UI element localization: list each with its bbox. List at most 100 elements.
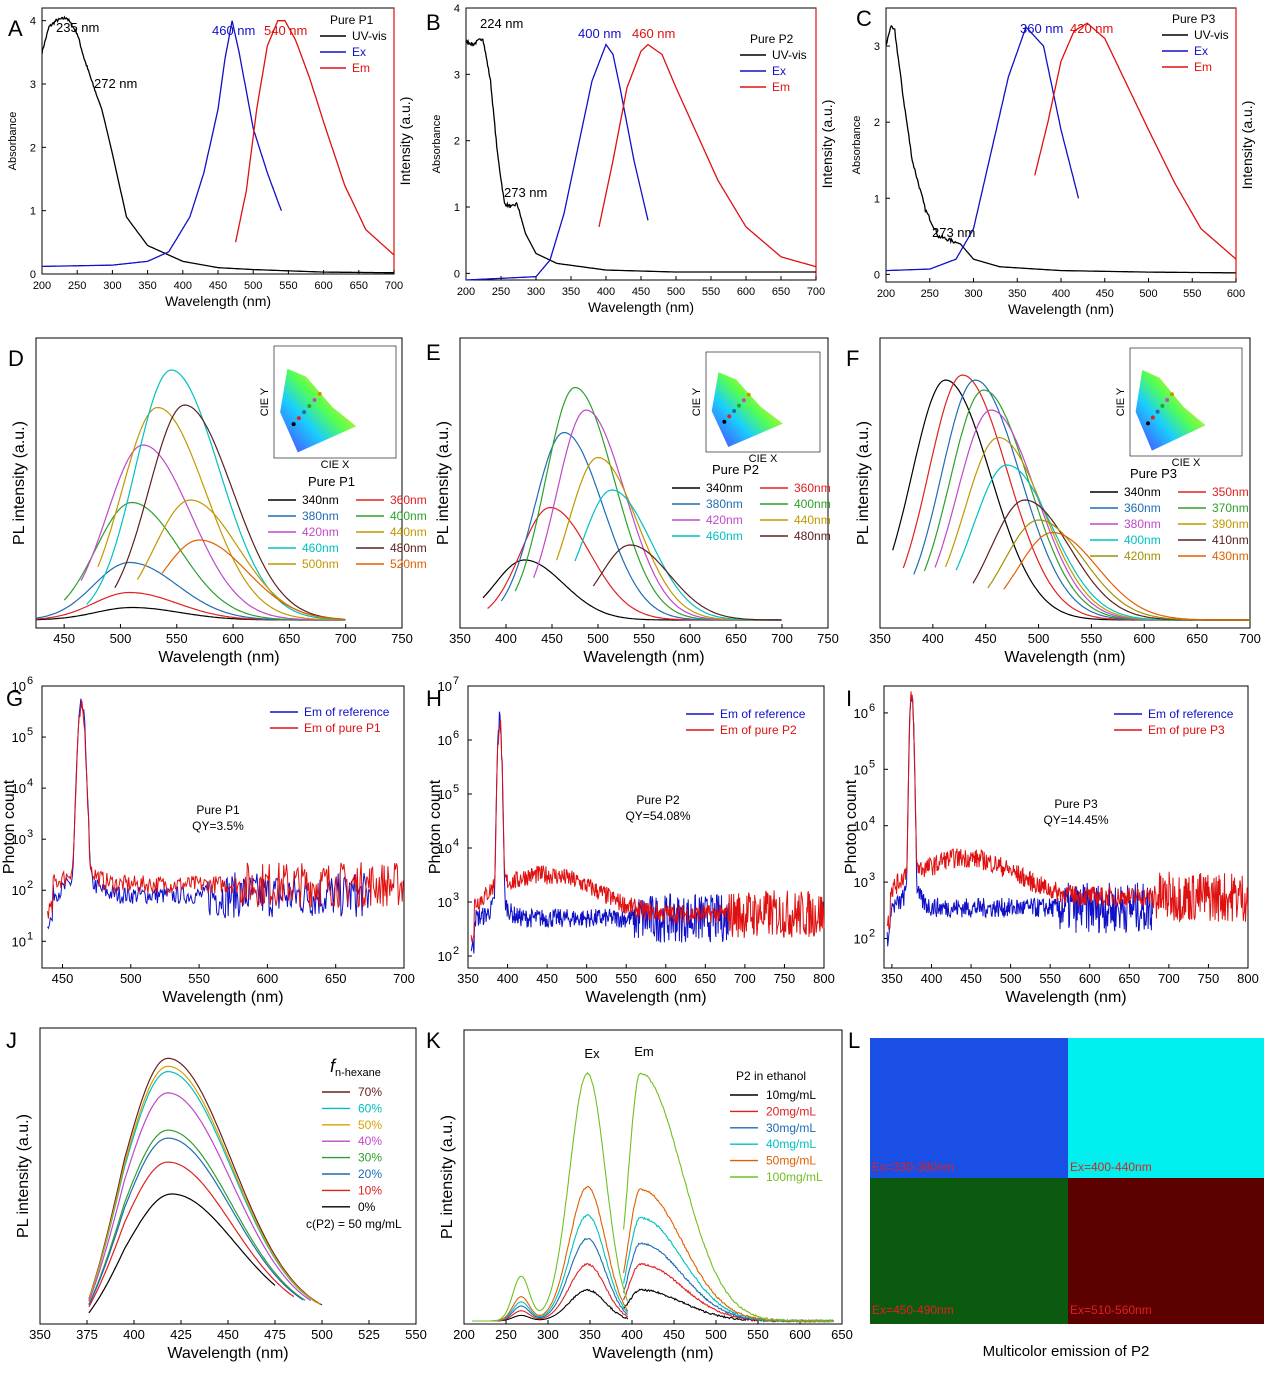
x-tick-label: 400: [597, 286, 615, 298]
legend-label: Ex: [1194, 44, 1208, 58]
cie-inset: CIE X CIE Y: [691, 351, 821, 465]
legend-label: 10mg/mL: [766, 1088, 816, 1102]
y-tick-exponent: 1: [27, 930, 33, 942]
legend-label: 380nm: [302, 509, 339, 523]
legend-label: Em: [772, 80, 790, 94]
y-tick-label: 1: [30, 206, 36, 218]
x-axis-title: Wavelength (nm): [158, 649, 279, 666]
y-tick-label: 10: [12, 730, 26, 745]
legend-label: 340nm: [302, 493, 339, 507]
em-line-50mg/mL: [623, 1188, 835, 1323]
legend-label: 480nm: [794, 529, 831, 543]
x-tick-label: 600: [679, 631, 701, 646]
peak-annotation: 360 nm: [1020, 21, 1063, 36]
cie-point: [1160, 403, 1165, 408]
panel-label: B: [426, 10, 441, 35]
y2-axis-title: Intensity (a.u.): [397, 97, 413, 186]
legend-label: 70%: [358, 1085, 382, 1099]
series-line-Em of reference: [470, 711, 730, 954]
legend-title: Pure P3: [1130, 466, 1177, 481]
x-tick-label: 350: [869, 631, 891, 646]
series-line-Em: [234, 20, 395, 256]
panel-C: C 200 250 300 350 400 450 500 550 600 0 1 2 3 Waveleng…: [851, 6, 1255, 317]
x-tick-label: 700: [771, 631, 793, 646]
y-tick-label: 10: [12, 679, 26, 694]
series-line-Em of reference: [886, 695, 1153, 947]
legend-label: 30%: [358, 1151, 382, 1165]
panel-label: G: [6, 686, 23, 711]
x-tick-label: 550: [1039, 971, 1061, 986]
peak-annotation: 224 nm: [480, 16, 523, 31]
legend-label: 480nm: [390, 541, 427, 555]
emission-tile: [870, 1178, 1068, 1324]
y-tick-label: 2: [874, 117, 880, 129]
panel-label: F: [846, 346, 859, 371]
x-tick-label: 450: [975, 631, 997, 646]
x-tick-label: 650: [325, 971, 347, 986]
x-axis-title: Wavelength (nm): [588, 299, 694, 315]
legend-label: Em of reference: [304, 705, 390, 719]
x-tick-label: 250: [495, 1327, 517, 1342]
x-tick-label: 600: [1133, 631, 1155, 646]
note-title: Pure P3: [1054, 797, 1098, 811]
series-line-420nm: [80, 444, 345, 621]
y-axis-title: PL intensity (a.u.): [15, 1114, 32, 1238]
y-tick-label: 10: [854, 762, 868, 777]
legend-label: Em: [352, 61, 370, 75]
legend-label: 520nm: [390, 557, 427, 571]
x-tick-label: 600: [737, 286, 755, 298]
plot-frame: [465, 7, 817, 281]
x-tick-label: 350: [562, 286, 580, 298]
em-annotation: Em: [634, 1044, 654, 1059]
panel-label: J: [6, 1028, 17, 1053]
plot-frame: [467, 685, 825, 969]
legend-label: 420nm: [1124, 549, 1161, 563]
legend-label: 460nm: [706, 529, 743, 543]
y-tick-label: 10: [854, 875, 868, 890]
legend-label: 360nm: [390, 493, 427, 507]
x-tick-label: 300: [537, 1327, 559, 1342]
y-tick-label: 0: [874, 269, 880, 281]
y-tick-label: 10: [854, 819, 868, 834]
cie-point: [746, 392, 751, 397]
series-line-Em of pure P3: [886, 691, 1249, 930]
x-tick-label: 700: [335, 631, 357, 646]
series-line-UV-vis: [885, 24, 1236, 274]
series-line-20%: [88, 1137, 304, 1306]
y-tick-label: 10: [438, 895, 452, 910]
y-tick-label: 10: [438, 949, 452, 964]
panel-label: E: [426, 340, 441, 365]
y-axis-title: Photon count: [427, 779, 444, 874]
legend-label: UV-vis: [772, 48, 807, 62]
y-axis-title: PL intensity (a.u.): [435, 421, 452, 545]
x-tick-label: 650: [725, 631, 747, 646]
y-tick-exponent: 4: [453, 837, 459, 849]
series-line-440nm: [556, 456, 782, 621]
cie-point: [722, 419, 727, 424]
x-tick-label: 450: [541, 631, 563, 646]
plot-frame: [463, 1029, 843, 1325]
plot-frame: [879, 337, 1251, 629]
x-tick-label: 600: [257, 971, 279, 986]
cie-point: [307, 404, 312, 409]
x-tick-label: 400: [123, 1327, 145, 1342]
cie-x-label: CIE X: [1172, 457, 1201, 469]
y-tick-exponent: 5: [453, 783, 459, 795]
tile-label: Ex=450-490nm: [872, 1303, 954, 1317]
y-tick-label: 10: [438, 733, 452, 748]
x-tick-label: 550: [633, 631, 655, 646]
y-tick-label: 0: [30, 269, 36, 281]
series-line-520nm: [161, 539, 345, 620]
x-axis-title: Wavelength (nm): [592, 1345, 713, 1362]
x-tick-label: 550: [615, 971, 637, 986]
emission-tile: [1068, 1178, 1264, 1324]
y-tick-label: 2: [30, 142, 36, 154]
x-tick-label: 550: [405, 1327, 427, 1342]
x-axis-title: Wavelength (nm): [167, 1345, 288, 1362]
cie-gamut: [711, 372, 783, 447]
series-line-50%: [88, 1065, 321, 1305]
peak-annotation: 400 nm: [578, 26, 621, 41]
cie-point: [312, 397, 317, 402]
x-tick-label: 500: [244, 280, 262, 292]
cie-y-label: CIE Y: [691, 387, 703, 416]
